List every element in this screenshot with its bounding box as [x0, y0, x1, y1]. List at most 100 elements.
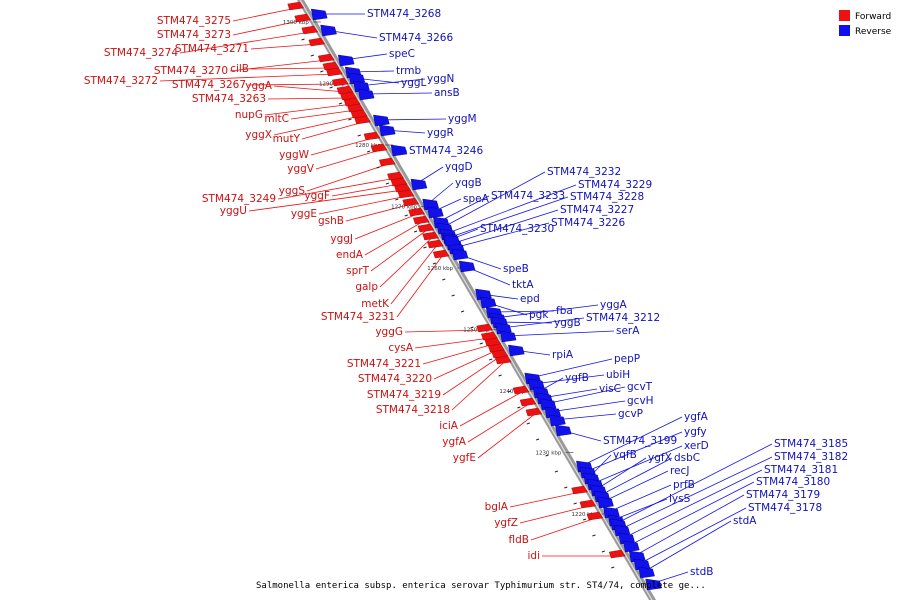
- forward-gene-feature: [476, 323, 493, 333]
- reverse-gene-label-gcvh: gcvH: [627, 395, 654, 407]
- leader-line: [354, 213, 418, 240]
- leader-line: [306, 163, 389, 192]
- forward-gene-label-enda: endA: [336, 249, 364, 261]
- reverse-gene-label-fba: fba: [556, 305, 573, 317]
- reverse-gene-feature: [555, 424, 572, 437]
- leader-line: [491, 310, 555, 313]
- leader-line: [623, 469, 763, 539]
- forward-gene-feature: [422, 231, 439, 241]
- kbp-tick-label: 1230 kbp: [535, 451, 561, 457]
- reverse-gene-label-stm474-3232: STM474_3232: [547, 166, 621, 178]
- leader-line: [404, 329, 486, 333]
- reverse-gene-feature: [597, 496, 614, 509]
- leader-lines: [159, 7, 773, 585]
- forward-gene-feature: [432, 249, 450, 259]
- minor-feature-mark: [395, 198, 399, 201]
- minor-feature-mark: [611, 566, 615, 569]
- reverse-gene-label-yggl: yggL: [401, 77, 427, 89]
- legend-forward: Forward: [839, 10, 891, 22]
- kbp-tick-label: 1240 kbp: [499, 389, 525, 395]
- forward-gene-label-stm474-3273: STM474_3273: [157, 29, 231, 41]
- forward-gene-feature: [488, 343, 505, 353]
- reverse-gene-label-stm474-3233: STM474_3233: [491, 190, 565, 202]
- minor-feature-mark: [338, 102, 343, 105]
- kbp-ticks: 1300 kbp 1290 kbp 1280 kbp 1270 kbp 1260 kbp…: [283, 20, 610, 518]
- forward-gene-feature: [347, 103, 364, 113]
- leader-line: [477, 413, 536, 459]
- minor-feature-mark: [385, 182, 390, 185]
- forward-gene-feature: [343, 97, 361, 107]
- reverse-gene-feature: [528, 378, 545, 391]
- forward-gene-label-stm474-3271: STM474_3271: [175, 43, 249, 55]
- map-caption: Salmonella enterica subsp. enterica sero…: [256, 581, 706, 591]
- kbp-tick-label: 1220 kbp: [572, 512, 598, 518]
- reverse-gene-feature: [451, 248, 469, 261]
- forward-gene-feature: [294, 13, 312, 23]
- reverse-gene-label-ygga: yggA: [600, 299, 628, 311]
- reverse-gene-label-stm474-3212: STM474_3212: [586, 312, 660, 324]
- reverse-gene-label-tkta: tktA: [512, 279, 534, 291]
- kbp-tick-label: 1260 kbp: [427, 266, 453, 272]
- minor-feature-mark: [564, 486, 568, 489]
- leader-line: [530, 517, 597, 541]
- forward-gene-label-stm474-3274: STM474_3274: [104, 47, 178, 59]
- forward-gene-label-yggx: yggX: [245, 129, 272, 141]
- minor-feature-mark: [479, 342, 483, 345]
- forward-gene-feature: [340, 91, 357, 101]
- forward-gene-feature: [317, 53, 335, 63]
- leader-line: [628, 481, 755, 547]
- reverse-gene-label-visc: visC: [599, 383, 621, 395]
- reverse-gene-label-stm474-3230: STM474_3230: [480, 223, 554, 235]
- minor-feature-mark: [573, 502, 577, 505]
- minor-feature-mark: [310, 54, 315, 57]
- forward-gene-feature: [519, 397, 537, 407]
- kbp-tick-label: 1270 kbp: [391, 205, 417, 211]
- forward-gene-feature: [481, 331, 498, 341]
- gene-features: [287, 1, 662, 591]
- reverse-gene-feature: [623, 540, 640, 553]
- leader-line: [445, 184, 577, 235]
- reverse-gene-feature: [544, 406, 561, 419]
- forward-gene-label-nupg: nupG: [235, 109, 263, 121]
- forward-gene-feature: [579, 499, 597, 509]
- reverse-gene-label-sera: serA: [616, 325, 640, 337]
- leader-line: [310, 137, 374, 156]
- minor-feature-mark: [413, 230, 418, 233]
- forward-gene-label-stm474-3267: STM474_3267: [172, 79, 246, 91]
- leader-line: [467, 403, 530, 443]
- leader-line: [264, 103, 354, 116]
- forward-gene-feature: [322, 61, 340, 71]
- reverse-gene-feature: [495, 322, 512, 335]
- kbp-tick-label: 1290 kbp: [319, 82, 345, 88]
- forward-gene-label-ygfz: ygfZ: [494, 517, 518, 529]
- forward-gene-label-cysa: cysA: [388, 342, 413, 354]
- leader-line: [554, 413, 617, 421]
- leader-line: [451, 361, 505, 411]
- leader-line: [414, 337, 491, 349]
- reverse-gene-label-yggb: yggB: [554, 317, 581, 329]
- leader-line: [229, 59, 328, 72]
- forward-gene-label-ygge: yggE: [291, 208, 317, 220]
- reverse-gene-label-stdb: stdB: [690, 566, 713, 578]
- leader-line: [544, 386, 626, 405]
- reverse-gene-label-pgk: pgk: [529, 309, 549, 321]
- forward-gene-feature: [512, 385, 530, 395]
- forward-gene-feature: [491, 349, 509, 359]
- reverse-gene-label-trmb: trmb: [396, 65, 421, 77]
- reverse-gene-label-stm474-3268: STM474_3268: [367, 8, 441, 20]
- forward-gene-label-gshb: gshB: [318, 215, 344, 227]
- leader-line: [248, 189, 404, 212]
- minor-feature-mark: [601, 550, 605, 553]
- forward-gene-feature: [417, 223, 435, 233]
- minor-feature-mark: [404, 214, 408, 217]
- leader-line: [379, 237, 432, 288]
- leader-line: [273, 85, 347, 93]
- leader-line: [602, 470, 669, 503]
- reverse-gene-label-yqgd: yqgD: [445, 161, 473, 173]
- legend-swatch-forward: [839, 10, 850, 21]
- leader-line: [422, 343, 494, 365]
- forward-gene-label-cilb: cilB: [230, 63, 249, 75]
- reverse-gene-label-yqgb: yqgB: [455, 177, 482, 189]
- leader-line: [267, 97, 350, 100]
- reverse-gene-feature: [390, 144, 408, 157]
